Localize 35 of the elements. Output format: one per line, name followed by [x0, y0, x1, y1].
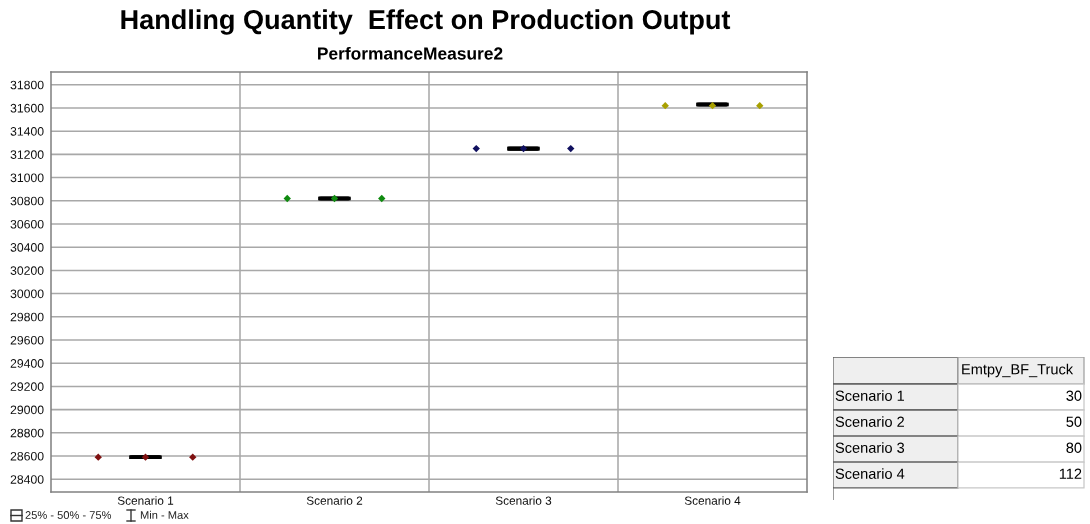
chart-title: Handling Quantity Effect on Production Output — [121, 9, 731, 35]
data-label: 30 — [1066, 390, 1082, 401]
data-label: 112 — [1059, 468, 1082, 479]
y-tick-label: 28600 — [10, 451, 44, 461]
data-label: 50 — [1066, 416, 1082, 427]
y-tick-label: 29600 — [10, 335, 44, 345]
y-tick-label: 31800 — [10, 80, 44, 90]
series-label: Emtpy_BF_Truck — [962, 363, 1074, 378]
category-label: Scenario 4 — [835, 468, 905, 479]
y-tick-label: 30000 — [10, 289, 44, 299]
y-tick-label: 31200 — [10, 150, 44, 159]
y-tick-label: 30400 — [10, 243, 44, 252]
category-label: Scenario 1 — [835, 390, 905, 401]
y-tick-label: 31000 — [10, 173, 44, 183]
x-tick-label: Scenario 2 — [306, 496, 363, 505]
y-tick-label: 29400 — [10, 359, 44, 368]
y-tick-label: 31600 — [10, 103, 44, 113]
text: Min - Max — [140, 510, 189, 519]
y-tick-label: 29000 — [10, 405, 44, 415]
x-tick-label: Scenario 1 — [117, 496, 174, 505]
y-tick-label: 30200 — [10, 266, 44, 275]
data-label: 80 — [1066, 442, 1082, 453]
y-tick-label: 30600 — [10, 219, 44, 229]
y-tick-label: 29800 — [10, 312, 44, 322]
y-tick-label: 28800 — [10, 428, 44, 438]
y-tick-label: 30800 — [10, 196, 44, 206]
x-tick-label: Scenario 4 — [684, 496, 741, 505]
y-tick-label: 28400 — [10, 475, 44, 484]
y-tick-label: 29200 — [10, 382, 44, 391]
text: 25% - 50% - 75% — [25, 511, 112, 519]
y-tick-label: 31400 — [10, 127, 44, 136]
category-label: Scenario 3 — [835, 442, 905, 453]
x-tick-label: Scenario 3 — [495, 496, 552, 505]
chart-subtitle: PerformanceMeasure2 — [318, 46, 503, 60]
category-label: Scenario 2 — [835, 416, 904, 427]
